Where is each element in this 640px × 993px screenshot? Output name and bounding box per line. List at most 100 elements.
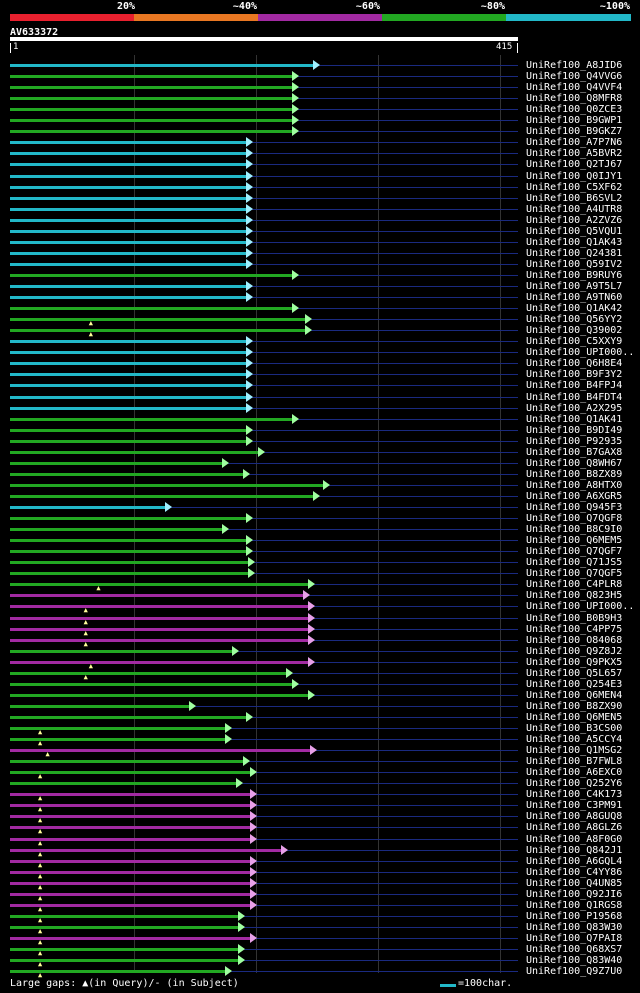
hit-label[interactable]: UniRef100_Q92JI6: [526, 888, 623, 900]
hit-row[interactable]: ▲ UniRef100_O84068: [0, 634, 640, 647]
hit-row[interactable]: UniRef100_Q945F3: [0, 502, 640, 513]
hit-row[interactable]: UniRef100_Q6MEN4: [0, 689, 640, 701]
hit-label[interactable]: UniRef100_B7GAX8: [526, 446, 623, 458]
hit-row[interactable]: UniRef100_A6XGR5: [0, 490, 640, 502]
hit-row[interactable]: ▲ UniRef100_Q9Z7U0: [0, 966, 640, 979]
hit-label[interactable]: UniRef100_B9GWP1: [526, 115, 623, 127]
hit-row[interactable]: UniRef100_B9F3Y2: [0, 369, 640, 380]
hit-label[interactable]: UniRef100_Q0ZCE3: [526, 104, 623, 116]
hit-row[interactable]: ▲ UniRef100_Q92JI6: [0, 888, 640, 901]
hit-row[interactable]: UniRef100_Q71JS5: [0, 557, 640, 568]
hit-row[interactable]: UniRef100_Q252Y6: [0, 778, 640, 789]
hit-label[interactable]: UniRef100_Q1AK43: [526, 236, 623, 248]
hit-label[interactable]: UniRef100_B8C9I0: [526, 524, 623, 536]
hit-label[interactable]: UniRef100_Q71JS5: [526, 557, 623, 569]
hit-label[interactable]: UniRef100_Q5L657: [526, 667, 623, 679]
hit-label[interactable]: UniRef100_O84068: [526, 634, 623, 646]
hit-row[interactable]: UniRef100_Q4VVF4: [0, 82, 640, 93]
hit-row[interactable]: UniRef100_B7FWL8: [0, 756, 640, 767]
hit-row[interactable]: UniRef100_Q7QGF8: [0, 513, 640, 524]
hit-row[interactable]: UniRef100_B4FDT4: [0, 391, 640, 403]
hit-label[interactable]: UniRef100_C4PLR8: [526, 579, 623, 591]
hit-label[interactable]: UniRef100_Q4VVF4: [526, 82, 623, 94]
hit-label[interactable]: UniRef100_Q9Z7U0: [526, 966, 623, 978]
hit-label[interactable]: UniRef100_Q59IV2: [526, 258, 623, 270]
hit-row[interactable]: ▲ UniRef100_Q83W40: [0, 955, 640, 968]
hit-row[interactable]: ▲ UniRef100_B3CS00: [0, 723, 640, 736]
hit-label[interactable]: UniRef100_A4UTR8: [526, 203, 623, 215]
hit-label[interactable]: UniRef100_Q83W30: [526, 921, 623, 933]
hit-row[interactable]: ▲ UniRef100_C4K173: [0, 789, 640, 802]
hit-row[interactable]: UniRef100_Q254E3: [0, 678, 640, 690]
hit-row[interactable]: UniRef100_B8C9I0: [0, 524, 640, 535]
hit-label[interactable]: UniRef100_Q2TJ67: [526, 159, 623, 171]
hit-row[interactable]: UniRef100_B8ZX89: [0, 468, 640, 480]
hit-row[interactable]: ▲ UniRef100_B0B9H3: [0, 612, 640, 625]
hit-row[interactable]: UniRef100_Q9Z8J2: [0, 645, 640, 657]
hit-label[interactable]: UniRef100_A6XGR5: [526, 490, 623, 502]
hit-row[interactable]: ▲ UniRef100_Q68XS7: [0, 944, 640, 957]
hit-row[interactable]: UniRef100_A9TN60: [0, 292, 640, 303]
hit-row[interactable]: UniRef100_A2X295: [0, 402, 640, 414]
hit-label[interactable]: UniRef100_Q24381: [526, 247, 623, 259]
hit-label[interactable]: UniRef100_Q7QGF5: [526, 568, 623, 580]
hit-label[interactable]: UniRef100_Q252Y6: [526, 778, 623, 790]
hit-label[interactable]: UniRef100_UPI000..: [526, 347, 635, 359]
hit-label[interactable]: UniRef100_Q9PKX5: [526, 656, 623, 668]
hit-row[interactable]: UniRef100_Q0ZCE3: [0, 104, 640, 115]
hit-row[interactable]: UniRef100_Q1AK43: [0, 236, 640, 248]
hit-label[interactable]: UniRef100_A6EXC0: [526, 767, 623, 779]
hit-row[interactable]: ▲ UniRef100_Q56YY2: [0, 314, 640, 327]
hit-row[interactable]: UniRef100_B9GKZ7: [0, 126, 640, 137]
hit-row[interactable]: UniRef100_B9GWP1: [0, 115, 640, 126]
hit-label[interactable]: UniRef100_B4FDT4: [526, 391, 623, 403]
hit-row[interactable]: ▲ UniRef100_Q1RGS8: [0, 899, 640, 912]
hit-label[interactable]: UniRef100_C5XF62: [526, 181, 623, 193]
hit-label[interactable]: UniRef100_Q56YY2: [526, 314, 623, 326]
hit-row[interactable]: UniRef100_A8HTX0: [0, 479, 640, 491]
hit-row[interactable]: ▲ UniRef100_Q9PKX5: [0, 656, 640, 669]
hit-row[interactable]: UniRef100_Q59IV2: [0, 258, 640, 270]
hit-row[interactable]: ▲ UniRef100_Q1MSG2: [0, 745, 640, 758]
hit-label[interactable]: UniRef100_B9DI49: [526, 424, 623, 436]
hit-label[interactable]: UniRef100_Q6MEM5: [526, 535, 623, 547]
hit-row[interactable]: UniRef100_Q5VQU1: [0, 225, 640, 237]
hit-row[interactable]: UniRef100_Q24381: [0, 247, 640, 259]
hit-label[interactable]: UniRef100_B6SVL2: [526, 192, 623, 204]
hit-label[interactable]: UniRef100_B7FWL8: [526, 756, 623, 768]
hit-label[interactable]: UniRef100_P92935: [526, 435, 623, 447]
hit-label[interactable]: UniRef100_C5XXY9: [526, 336, 623, 348]
hit-row[interactable]: UniRef100_P92935: [0, 435, 640, 447]
hit-row[interactable]: UniRef100_Q823H5: [0, 590, 640, 601]
hit-row[interactable]: ▲ UniRef100_Q5L657: [0, 667, 640, 680]
hit-row[interactable]: ▲ UniRef100_A8GUQ8: [0, 811, 640, 824]
hit-label[interactable]: UniRef100_Q83W40: [526, 955, 623, 967]
hit-row[interactable]: ▲ UniRef100_Q842J1: [0, 844, 640, 857]
hit-row[interactable]: ▲ UniRef100_A5CCY4: [0, 734, 640, 747]
hit-label[interactable]: UniRef100_A5CCY4: [526, 734, 623, 746]
hit-row[interactable]: ▲ UniRef100_Q39002: [0, 325, 640, 338]
hit-label[interactable]: UniRef100_B3CS00: [526, 723, 623, 734]
hit-label[interactable]: UniRef100_B8ZX90: [526, 700, 623, 712]
hit-row[interactable]: UniRef100_Q2TJ67: [0, 159, 640, 170]
hit-label[interactable]: UniRef100_Q7QGF8: [526, 513, 623, 525]
hit-row[interactable]: UniRef100_UPI000..: [0, 347, 640, 358]
hit-row[interactable]: UniRef100_Q8MFR8: [0, 93, 640, 104]
hit-row[interactable]: UniRef100_B9RUY6: [0, 269, 640, 281]
hit-label[interactable]: UniRef100_A8GLZ6: [526, 822, 623, 834]
hit-label[interactable]: UniRef100_P19568: [526, 910, 623, 922]
hit-label[interactable]: UniRef100_Q6MEN4: [526, 689, 623, 701]
hit-label[interactable]: UniRef100_Q7PAI8: [526, 932, 623, 944]
hit-label[interactable]: UniRef100_Q842J1: [526, 844, 623, 856]
hit-label[interactable]: UniRef100_A9TN60: [526, 292, 623, 304]
hit-label[interactable]: UniRef100_C4PP75: [526, 623, 623, 635]
hit-row[interactable]: ▲ UniRef100_P19568: [0, 910, 640, 923]
hit-label[interactable]: UniRef100_Q6H8E4: [526, 358, 623, 370]
hit-label[interactable]: UniRef100_B0B9H3: [526, 612, 623, 624]
hit-row[interactable]: ▲ UniRef100_Q83W30: [0, 921, 640, 934]
hit-row[interactable]: UniRef100_A5BVR2: [0, 148, 640, 159]
hit-row[interactable]: UniRef100_A9T5L7: [0, 281, 640, 292]
hit-row[interactable]: ▲ UniRef100_A6GQL4: [0, 855, 640, 868]
hit-label[interactable]: UniRef100_A8F0G0: [526, 833, 623, 845]
hit-label[interactable]: UniRef100_Q39002: [526, 325, 623, 337]
